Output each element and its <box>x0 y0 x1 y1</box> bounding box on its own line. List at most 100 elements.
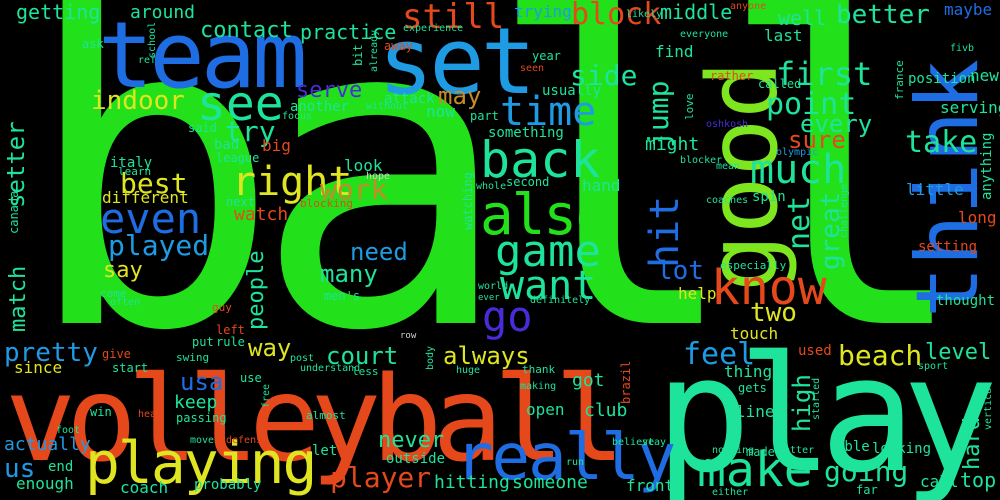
word-well: well <box>778 6 827 30</box>
word-bad: bad <box>214 137 240 153</box>
word-blocker: blocker <box>680 155 723 166</box>
word-end: end <box>48 459 74 475</box>
word-defense: defense <box>226 435 269 446</box>
word-come: come <box>100 287 127 300</box>
word-getting: getting <box>16 0 101 24</box>
word-bit: bit <box>351 44 365 66</box>
word-without: without <box>366 101 409 112</box>
word-touch: touch <box>730 324 779 343</box>
word-attack: attack <box>384 91 435 107</box>
word-canada: canada <box>7 190 21 234</box>
word-club: club <box>584 400 628 421</box>
word-know: know <box>711 260 827 316</box>
word-far: far <box>856 483 878 497</box>
word-less: less <box>352 365 379 378</box>
word-want: want <box>500 263 597 309</box>
word-right: right <box>232 159 353 205</box>
word-see: see <box>197 76 284 132</box>
word-net: net <box>782 195 817 250</box>
word-first: first <box>776 55 873 93</box>
word-rather: rather <box>710 69 754 83</box>
word-able: able <box>836 439 870 455</box>
word-vertical: vertical <box>983 381 994 430</box>
word-someone: someone <box>512 472 588 493</box>
word-challenge: challenge <box>839 183 850 238</box>
word-court: court <box>326 342 399 370</box>
word-game: game <box>495 226 601 277</box>
word-ask: ask <box>82 37 104 51</box>
word-believe: believe <box>612 437 655 448</box>
word-head: head <box>138 409 163 420</box>
word-position: position <box>908 71 976 87</box>
word-said: said <box>188 121 217 135</box>
word-lot: lot <box>657 256 704 286</box>
word-mens: men's <box>324 289 361 303</box>
word-next: next <box>226 195 255 209</box>
word-top: top <box>960 468 997 492</box>
word-point: point <box>766 87 857 122</box>
word-definitely: definitely <box>530 295 591 306</box>
word-indoor: indoor <box>91 86 185 116</box>
word-use: use <box>240 371 262 385</box>
word-coaches: coaches <box>706 195 749 206</box>
word-really: really <box>455 421 676 495</box>
word-may: may <box>438 82 482 110</box>
word-side: side <box>570 59 638 92</box>
word-passing: passing <box>176 411 227 425</box>
word-need: need <box>350 238 408 266</box>
word-started: started <box>811 377 822 420</box>
word-way: way <box>248 334 292 362</box>
word-everyone: everyone <box>680 29 729 40</box>
word-year: year <box>532 49 561 63</box>
word-made: made <box>746 445 775 459</box>
word-two: two <box>750 298 797 328</box>
word-help: help <box>678 284 717 303</box>
word-maybe: maybe <box>944 0 993 19</box>
word-usually: usually <box>542 83 602 99</box>
word-last: last <box>764 26 803 45</box>
word-keep: keep <box>174 392 218 413</box>
word-experience: experience <box>403 23 464 34</box>
word-outside: outside <box>386 451 446 467</box>
word-make: make <box>697 442 813 498</box>
word-olympic: olympic <box>776 147 819 158</box>
word-even: even <box>100 194 202 243</box>
word-go: go <box>482 292 533 341</box>
word-thank: thank <box>522 363 556 376</box>
word-new: new <box>970 66 999 85</box>
word-sport: sport <box>918 361 949 372</box>
word-brazil: brazil <box>619 360 633 404</box>
word-away: away <box>384 39 413 53</box>
word-focus: focus <box>282 111 313 122</box>
word-work: work <box>320 173 388 206</box>
word-foot: foot <box>56 425 81 436</box>
word-watch: watch <box>234 204 289 225</box>
word-likely: likely <box>626 9 663 20</box>
word-probably: probably <box>194 477 262 493</box>
word-whole: whole <box>476 181 507 192</box>
word-italy: italy <box>110 155 153 171</box>
word-best: best <box>120 167 188 200</box>
word-practice: practice <box>300 20 397 44</box>
word-school: school <box>147 21 158 58</box>
word-long: long <box>958 208 997 227</box>
word-mean: mean <box>716 161 741 172</box>
word-guy: guy <box>212 301 232 314</box>
word-level: level <box>925 340 992 365</box>
word-learn: learn <box>118 165 152 178</box>
word-short: short <box>893 409 904 440</box>
word-win: win <box>90 405 112 419</box>
word-take: take <box>905 125 978 160</box>
word-often: often <box>110 297 141 308</box>
word-rule: rule <box>216 335 245 349</box>
word-let: let <box>312 443 338 459</box>
word-anyone: anyone <box>730 1 767 12</box>
word-love: love <box>683 93 696 121</box>
word-enough: enough <box>16 474 74 493</box>
word-also: also <box>480 183 609 248</box>
word-match: match <box>6 265 31 332</box>
word-hope: hope <box>366 171 391 182</box>
word-big: big <box>262 136 291 155</box>
word-ball: ball <box>22 0 974 425</box>
word-matter: matter <box>778 445 815 456</box>
